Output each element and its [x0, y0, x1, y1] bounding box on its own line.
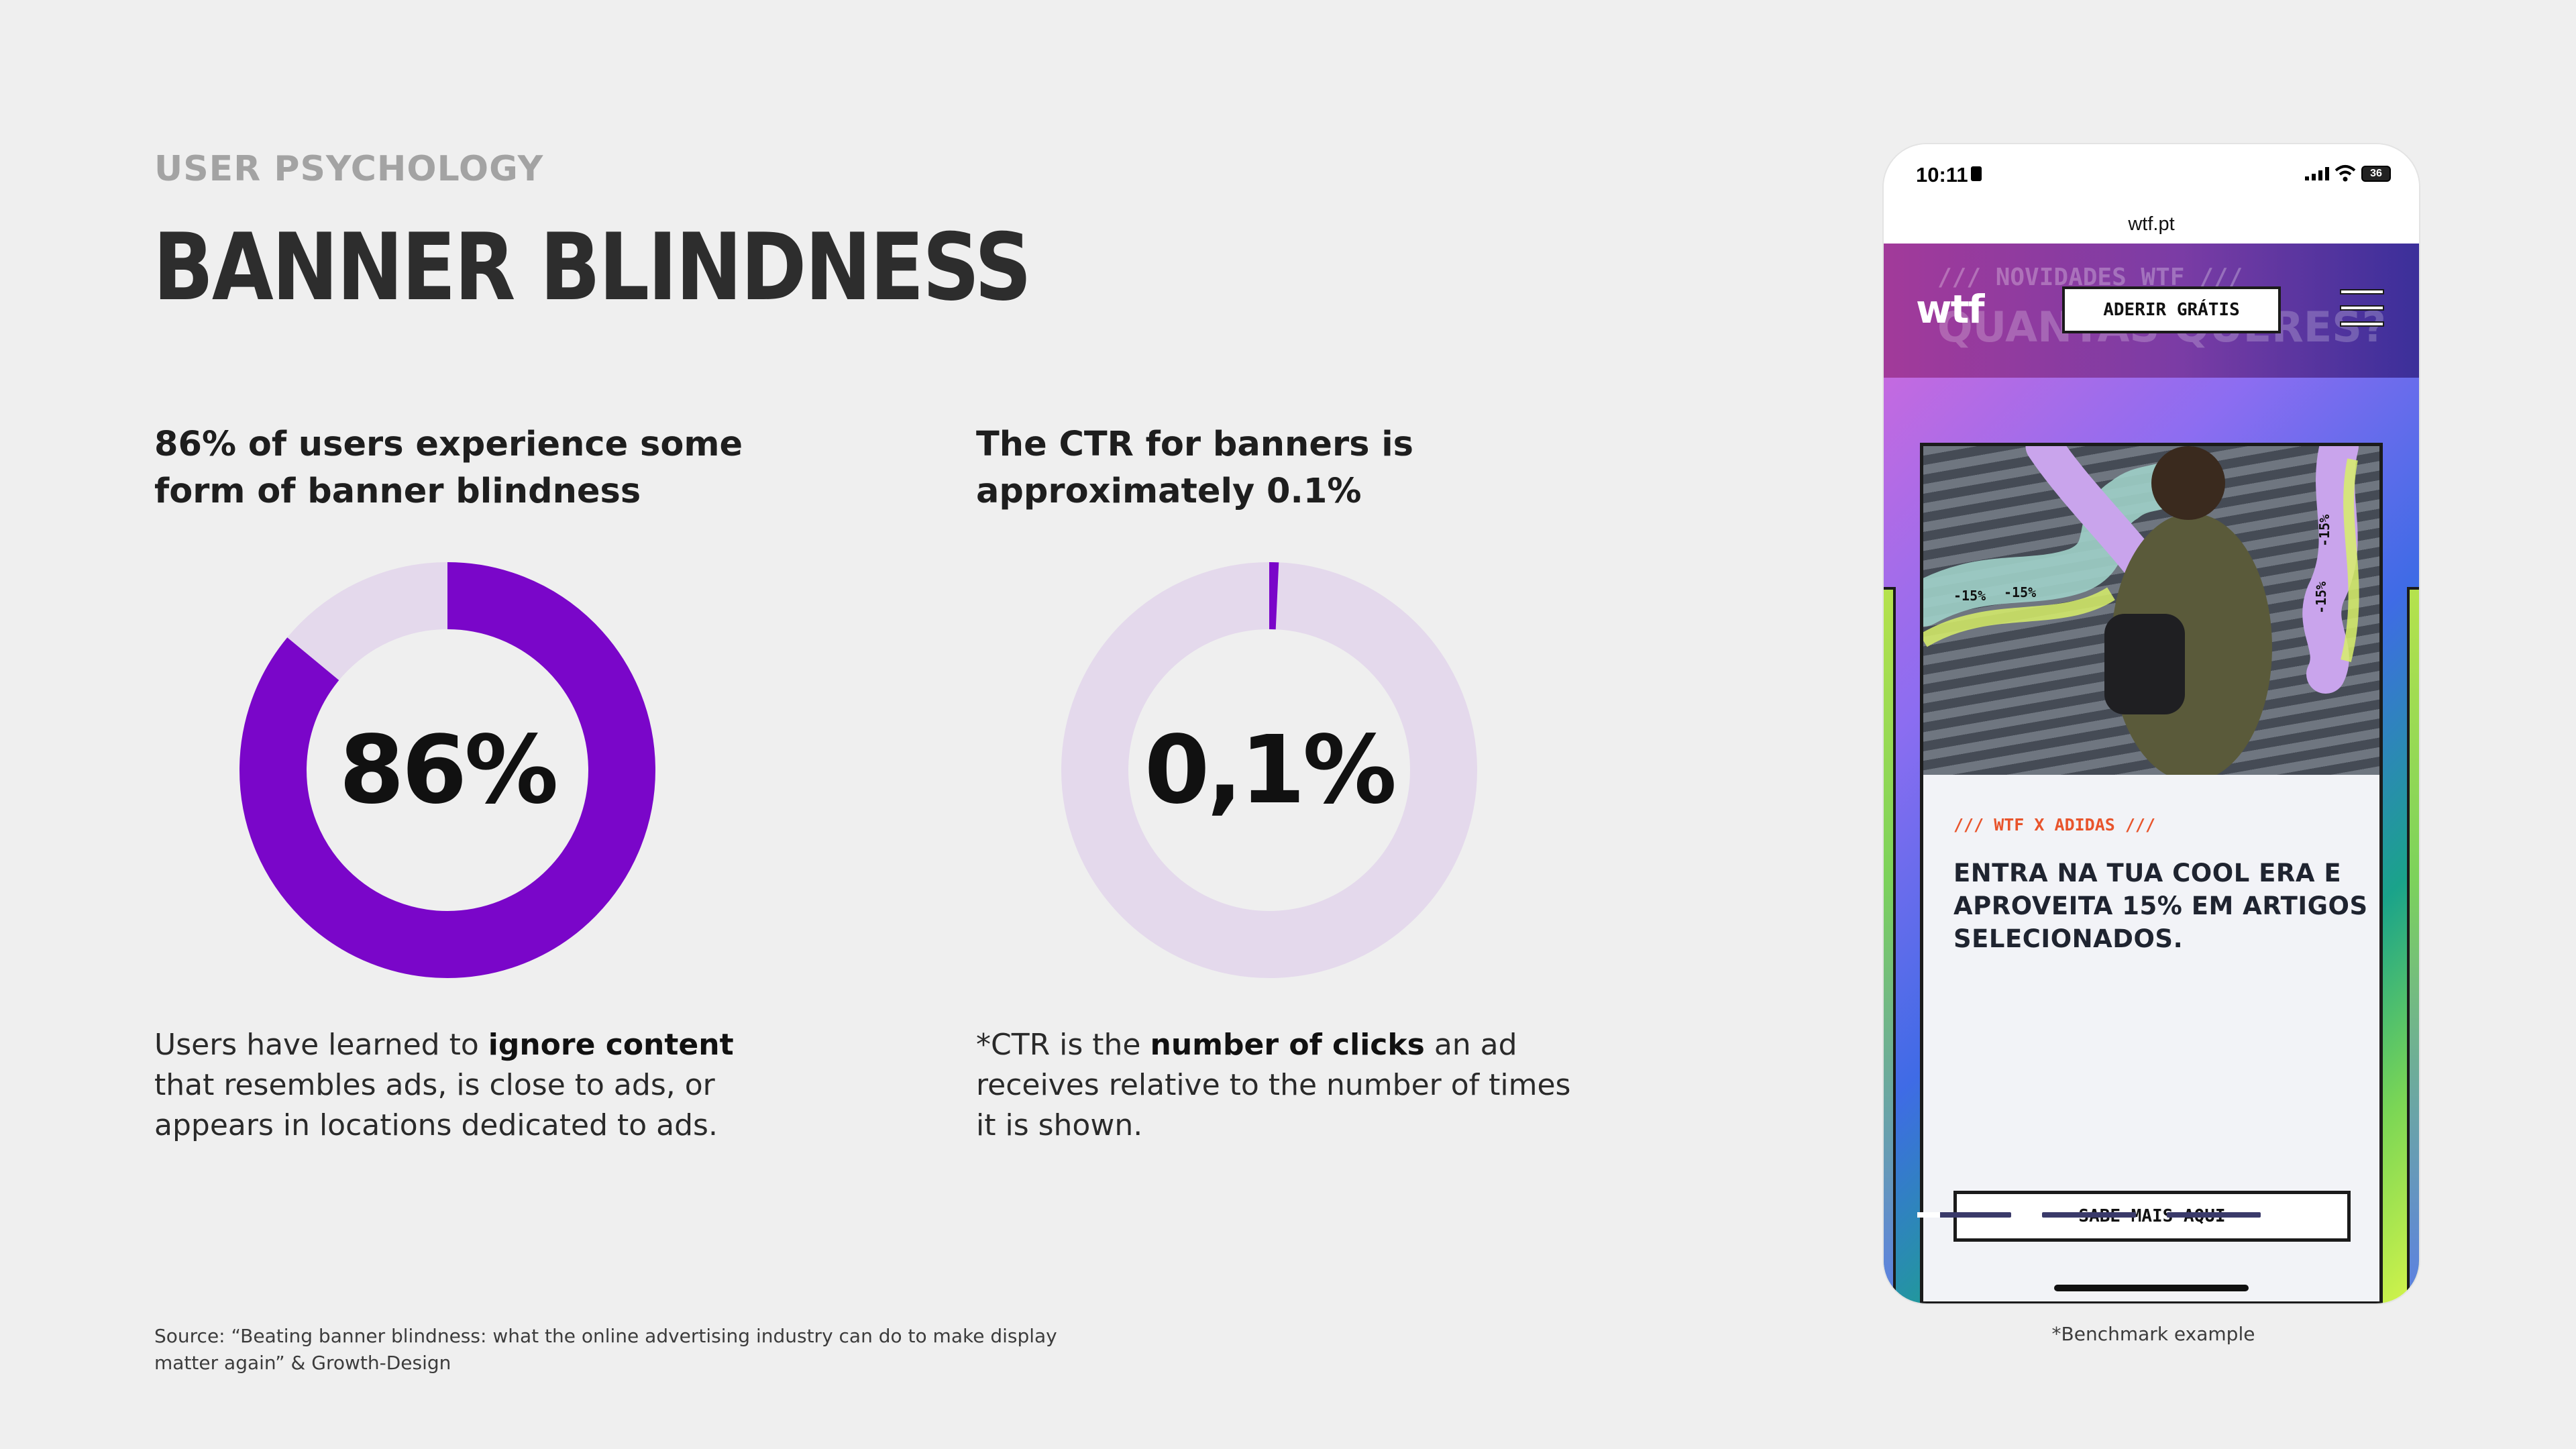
site-logo[interactable]: wtf — [1916, 286, 1985, 332]
promo-headline: ENTRA NA TUA COOL ERA E APROVEITA 15% EM… — [1953, 859, 2368, 953]
status-bar: 10:11 36 — [1884, 144, 2419, 205]
pager-dot[interactable] — [2167, 1212, 2261, 1218]
status-time: 10:11 — [1916, 163, 1968, 186]
promo-card[interactable]: -15% -15% -15% -15% /// WTF X ADIDAS ///… — [1920, 443, 2383, 1303]
stat-heading-users: 86% of users experience some form of ban… — [154, 425, 743, 511]
home-indicator — [2054, 1285, 2249, 1291]
page-title: BANNER BLINDNESS — [153, 213, 1032, 321]
stat-description-ctr: *CTR is the number of clicks an ad recei… — [976, 1025, 1580, 1146]
signal-icon — [2305, 167, 2329, 180]
address-bar[interactable]: wtf.pt — [1884, 205, 2419, 244]
pager-dot[interactable] — [2042, 1212, 2136, 1218]
menu-icon[interactable] — [2340, 289, 2384, 329]
carousel-prev-card[interactable] — [1884, 587, 1896, 1303]
benchmark-caption: *Benchmark example — [2051, 1323, 2255, 1345]
donut-arc — [239, 562, 655, 978]
donut-arc — [1061, 562, 1477, 978]
stat-heading-ctr: The CTR for banners is approximately 0.1… — [976, 425, 1414, 511]
site-header: /// NOVIDADES WTF /// QUANTAS QUERES? wt… — [1884, 244, 2419, 378]
carousel-next-card[interactable] — [2407, 587, 2419, 1303]
wifi-icon — [2334, 165, 2356, 182]
eyebrow: USER PSYCHOLOGY — [154, 149, 544, 189]
discount-text: -15% — [2316, 515, 2332, 547]
battery-icon: 36 — [2361, 166, 2391, 182]
donut-chart-ctr: 0,1% — [1061, 562, 1477, 978]
donut-value: 0,1% — [1144, 715, 1397, 825]
desc-emphasis: ignore content — [488, 1028, 734, 1062]
desc-text: Users have learned to — [154, 1028, 488, 1062]
join-free-button[interactable]: ADERIR GRÁTIS — [2062, 286, 2281, 333]
discount-text: -15% — [2313, 582, 2329, 614]
desc-text: an ad receives relative to the number of… — [976, 1028, 1571, 1142]
desc-text: that resembles ads, is close to ads, or … — [154, 1068, 718, 1142]
phone-mockup: 10:11 36 wtf.pt /// NOVIDADES WTF /// QU… — [1884, 144, 2419, 1303]
stat-description-users: Users have learned to ignore content tha… — [154, 1025, 758, 1146]
discount-text: -15% — [1953, 588, 1986, 604]
desc-text: *CTR is the — [976, 1028, 1150, 1062]
promo-tag: /// WTF X ADIDAS /// — [1953, 815, 2156, 835]
donut-chart-users: 86% — [239, 562, 655, 978]
source-note: Source: “Beating banner blindness: what … — [154, 1325, 1057, 1374]
donut-value: 86% — [339, 715, 558, 825]
learn-more-button[interactable]: SABE MAIS AQUI — [1953, 1191, 2351, 1242]
desc-emphasis: number of clicks — [1150, 1028, 1425, 1062]
pager-dot-active[interactable] — [1917, 1212, 2011, 1218]
discount-text: -15% — [2004, 584, 2036, 600]
promo-image: -15% -15% -15% -15% — [1923, 446, 2379, 775]
lock-icon — [1971, 166, 1982, 181]
